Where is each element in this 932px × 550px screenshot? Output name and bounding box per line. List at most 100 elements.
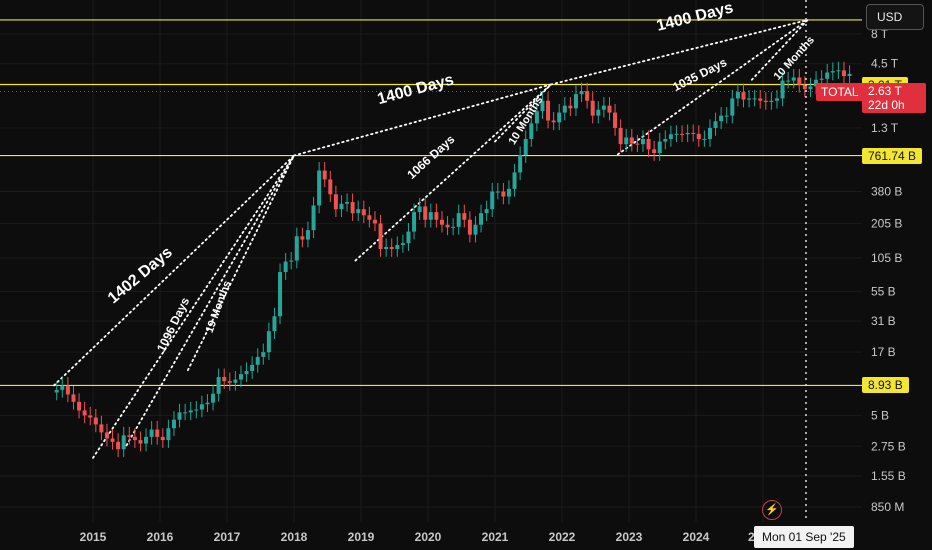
candle-body <box>127 435 132 437</box>
candle-body <box>311 205 316 231</box>
candle-body <box>786 80 791 82</box>
candle-body <box>412 212 417 232</box>
candle-body <box>216 377 221 394</box>
candle-body <box>585 91 590 101</box>
x-tick-label: 2016 <box>147 530 174 544</box>
y-tick-label: 5 B <box>871 408 889 422</box>
candle-body <box>294 236 299 261</box>
candle-body <box>255 356 260 365</box>
candle-body <box>685 132 690 135</box>
currency-selector[interactable]: USD <box>866 4 924 30</box>
current-price-box: 2.63 T 22d 0h <box>862 82 926 113</box>
candle-body <box>384 246 389 249</box>
candle-body <box>71 394 76 402</box>
candle-body <box>557 112 562 123</box>
candle-body <box>88 415 93 418</box>
y-tick-label: 55 B <box>871 284 896 298</box>
trendlines <box>53 19 809 459</box>
candle-body <box>227 381 232 383</box>
candle-body <box>719 115 724 122</box>
candle-body <box>110 438 115 442</box>
candle-body <box>534 111 539 124</box>
x-tick-label: 2 <box>748 530 755 544</box>
candle-body <box>780 80 785 99</box>
trendline <box>125 154 295 447</box>
candle-body <box>691 132 696 134</box>
y-tick-label: 1.55 B <box>871 469 906 483</box>
candle-body <box>473 224 478 235</box>
candle-body <box>389 246 394 249</box>
y-tick-label: 8 T <box>871 27 889 41</box>
candle-body <box>289 260 294 262</box>
annotation-label: 1402 Days <box>105 244 176 307</box>
candle-body <box>144 436 149 444</box>
candle-body <box>283 261 288 273</box>
x-tick-label: 2022 <box>549 530 576 544</box>
candle-body <box>495 191 500 193</box>
candle-body <box>266 331 271 353</box>
candle-body <box>590 100 595 116</box>
y-tick-label: 850 M <box>871 500 904 514</box>
candle-body <box>322 170 327 180</box>
x-tick-label: 2024 <box>683 530 710 544</box>
candle-body <box>138 440 143 444</box>
candle-body <box>54 389 59 393</box>
candle-body <box>573 94 578 109</box>
candle-body <box>724 115 729 117</box>
y-tick-label: 1.3 T <box>871 121 899 135</box>
candle-body <box>696 133 701 139</box>
candle-body <box>194 409 199 411</box>
candle-body <box>339 203 344 210</box>
candle-body <box>763 100 768 102</box>
candle-body <box>674 133 679 135</box>
candle-body <box>802 84 807 90</box>
candle-body <box>546 100 551 121</box>
candle-body <box>367 215 372 220</box>
level-badge: 761.74 B <box>862 147 923 164</box>
candle-body <box>568 105 573 109</box>
x-tick-label: 2017 <box>214 530 241 544</box>
candle-body <box>104 432 109 439</box>
candle-body <box>300 236 305 240</box>
candle-body <box>490 191 495 210</box>
candle-body <box>445 224 450 228</box>
candle-body <box>439 219 444 225</box>
x-tick-label: 2015 <box>80 530 107 544</box>
candle-body <box>624 137 629 145</box>
candle-body <box>93 417 98 425</box>
x-tick-label: 2019 <box>348 530 375 544</box>
lightning-bolt-icon[interactable]: ⚡ <box>762 500 782 520</box>
candle-body <box>747 98 752 100</box>
trendline <box>616 19 809 156</box>
candle-body <box>372 219 377 224</box>
candle-body <box>65 385 70 395</box>
candle-body <box>596 109 601 116</box>
candle-body <box>791 77 796 81</box>
x-tick-label: 2020 <box>415 530 442 544</box>
candle-countdown: 22d 0h <box>868 97 905 112</box>
trendline <box>494 83 552 143</box>
candle-body <box>434 212 439 220</box>
candle-body <box>82 410 87 416</box>
candle-body <box>830 71 835 73</box>
trendline <box>354 83 552 262</box>
candle-body <box>702 138 707 140</box>
horizontal-levels <box>0 19 862 387</box>
candle-body <box>713 121 718 128</box>
y-tick-label: 2.75 B <box>871 439 906 453</box>
symbol-tag: TOTAL <box>816 82 864 101</box>
candle-body <box>278 272 283 317</box>
candle-body <box>730 98 735 116</box>
x-tick-label: 2023 <box>616 530 643 544</box>
candle-body <box>166 428 171 441</box>
y-tick-label: 4.5 T <box>871 57 899 71</box>
candle-body <box>305 230 310 240</box>
candle-body <box>467 219 472 235</box>
candle-body <box>238 374 243 380</box>
candle-body <box>121 435 126 450</box>
candle-body <box>668 134 673 139</box>
candle-body <box>618 127 623 145</box>
y-tick-label: 205 B <box>871 216 902 230</box>
